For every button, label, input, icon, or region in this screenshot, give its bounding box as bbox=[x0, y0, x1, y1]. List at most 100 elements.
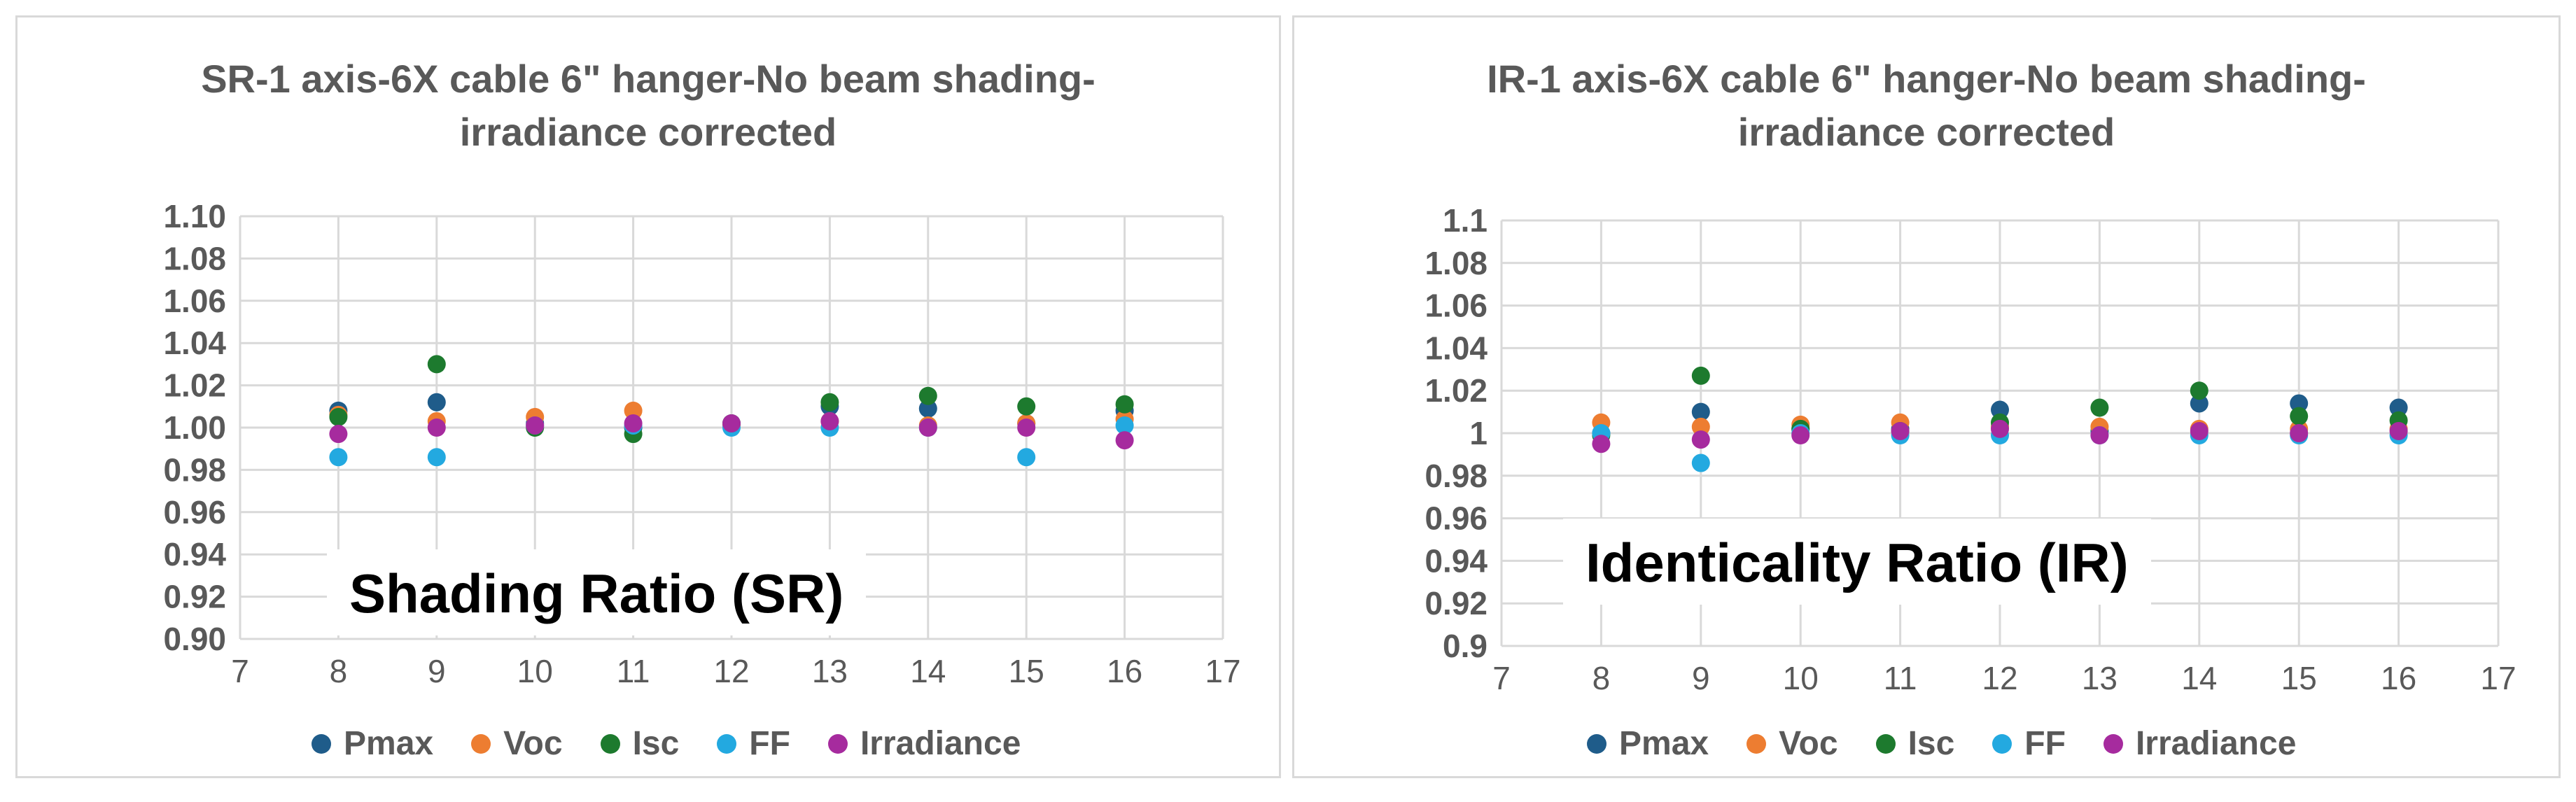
legend-label-pmax: Pmax bbox=[344, 725, 434, 762]
x-tick-label: 10 bbox=[1783, 660, 1819, 696]
x-tick-label: 14 bbox=[910, 653, 946, 689]
y-tick-label: 0.96 bbox=[163, 494, 226, 530]
y-tick-label: 0.96 bbox=[1424, 500, 1488, 537]
legend-item-irradiance: Irradiance bbox=[2103, 724, 2297, 763]
legend-item-voc: Voc bbox=[1746, 724, 1838, 763]
scatter-plot-ir: 7 8 9 10 11 12 13 14 15 16 17 0.9 0.92 0.94 0.96 0.98 1 1… bbox=[1424, 202, 2516, 696]
y-tick-label: 1.06 bbox=[163, 283, 226, 319]
data-point-isc bbox=[2290, 407, 2309, 425]
legend-label-isc: Isc bbox=[1907, 725, 1955, 762]
data-point-isc bbox=[427, 355, 446, 374]
data-point-irradiance bbox=[329, 425, 348, 444]
data-point-irradiance bbox=[1115, 431, 1134, 450]
x-tick-label: 7 bbox=[231, 653, 249, 689]
data-point-pmax bbox=[1991, 400, 2009, 419]
legend-label-voc: Voc bbox=[1779, 725, 1838, 762]
data-point-pmax bbox=[2290, 394, 2309, 413]
legend-label-irradiance: Irradiance bbox=[2135, 725, 2297, 762]
data-point-irradiance bbox=[1592, 435, 1611, 453]
chart-title: SR-1 axis-6X cable 6" hanger-No beam sha… bbox=[18, 52, 1279, 158]
y-tick-label: 1.1 bbox=[1443, 202, 1488, 239]
data-point-voc bbox=[1691, 417, 1710, 436]
x-tick-label: 15 bbox=[2281, 660, 2317, 696]
data-point-ff bbox=[1115, 416, 1134, 435]
x-tick-label: 14 bbox=[2181, 660, 2217, 696]
data-point-irradiance bbox=[2090, 426, 2109, 445]
y-tick-label: 0.92 bbox=[163, 579, 226, 615]
data-point-pmax bbox=[1691, 402, 1710, 421]
y-tick-label: 1.04 bbox=[1424, 330, 1488, 366]
data-point-pmax bbox=[918, 399, 937, 418]
legend-marker-pmax bbox=[1587, 733, 1606, 754]
data-point-irradiance bbox=[820, 411, 839, 430]
data-point-irradiance bbox=[526, 416, 545, 435]
legend-marker-isc bbox=[1875, 733, 1896, 754]
legend-item-voc: Voc bbox=[471, 724, 563, 763]
y-tick-label: 1.00 bbox=[163, 409, 226, 446]
y-tick-label: 0.9 bbox=[1443, 628, 1488, 664]
legend-label-voc: Voc bbox=[503, 725, 563, 762]
y-tick-label: 1.02 bbox=[163, 367, 226, 404]
legend-marker-voc bbox=[1746, 733, 1767, 754]
chart-title-line-1: IR-1 axis-6X cable 6" hanger-No beam sha… bbox=[1487, 57, 2366, 101]
chart-legend: Pmax Voc Isc FF Irradiance bbox=[312, 724, 1021, 763]
legend-marker-ff bbox=[717, 733, 737, 754]
x-tick-label: 10 bbox=[517, 653, 553, 689]
legend-item-ff: FF bbox=[717, 724, 790, 763]
y-tick-label: 1.08 bbox=[163, 240, 226, 276]
data-point-irradiance bbox=[1991, 419, 2009, 438]
chart-annotation: Identicality Ratio (IR) bbox=[1563, 519, 2151, 605]
chart-panel-ir: IR-1 axis-6X cable 6" hanger-No beam sha… bbox=[1292, 15, 2561, 778]
y-tick-label: 0.92 bbox=[1424, 585, 1488, 621]
x-tick-label: 8 bbox=[330, 653, 348, 689]
legend-marker-irradiance bbox=[827, 733, 848, 754]
data-point-ff bbox=[329, 448, 348, 467]
legend-marker-isc bbox=[600, 733, 620, 754]
legend-label-pmax: Pmax bbox=[1619, 725, 1709, 762]
data-point-irradiance bbox=[624, 414, 643, 432]
y-tick-label: 1.08 bbox=[1424, 245, 1488, 281]
data-point-isc bbox=[820, 393, 839, 411]
chart-panel-sr: SR-1 axis-6X cable 6" hanger-No beam sha… bbox=[15, 15, 1281, 778]
x-tick-label: 13 bbox=[2082, 660, 2118, 696]
x-tick-label: 13 bbox=[812, 653, 848, 689]
data-point-isc bbox=[2090, 398, 2109, 417]
data-point-irradiance bbox=[2190, 421, 2208, 440]
x-tick-label: 11 bbox=[617, 653, 650, 689]
data-point-ff bbox=[427, 448, 446, 467]
legend-label-isc: Isc bbox=[632, 725, 680, 762]
x-tick-label: 16 bbox=[1107, 653, 1142, 689]
data-point-pmax bbox=[2389, 398, 2408, 417]
legend-item-isc: Isc bbox=[1875, 724, 1955, 763]
x-tick-label: 17 bbox=[1205, 653, 1240, 689]
legend-marker-pmax bbox=[312, 733, 331, 754]
legend-item-irradiance: Irradiance bbox=[827, 724, 1021, 763]
y-tick-label: 0.94 bbox=[1424, 542, 1488, 579]
data-point-irradiance bbox=[722, 414, 741, 432]
x-tick-label: 8 bbox=[1592, 660, 1611, 696]
data-point-irradiance bbox=[1017, 418, 1036, 437]
data-point-isc bbox=[1691, 366, 1710, 385]
data-point-irradiance bbox=[427, 418, 446, 437]
chart-title: IR-1 axis-6X cable 6" hanger-No beam sha… bbox=[1294, 52, 2558, 158]
data-point-irradiance bbox=[2290, 424, 2309, 442]
data-point-isc bbox=[329, 407, 348, 426]
chart-title-line-1: SR-1 axis-6X cable 6" hanger-No beam sha… bbox=[201, 57, 1096, 101]
y-tick-label: 0.98 bbox=[1424, 458, 1488, 494]
data-point-isc bbox=[918, 386, 937, 405]
legend-item-pmax: Pmax bbox=[1587, 724, 1709, 763]
x-tick-label: 12 bbox=[713, 653, 749, 689]
data-point-isc bbox=[2190, 381, 2208, 400]
y-tick-label: 0.98 bbox=[163, 451, 226, 488]
x-tick-label: 16 bbox=[2381, 660, 2416, 696]
x-tick-label: 9 bbox=[1692, 660, 1710, 696]
legend-marker-voc bbox=[471, 733, 491, 754]
chart-title-line-2: irradiance corrected bbox=[459, 109, 837, 154]
scatter-plot-sr: 7 8 9 10 11 12 13 14 15 16 17 0.90 0.92 0.94 0.96 0.98 1… bbox=[163, 198, 1240, 689]
data-point-pmax bbox=[2190, 394, 2208, 413]
data-point-ff bbox=[1691, 453, 1710, 472]
data-point-pmax bbox=[427, 393, 446, 411]
data-point-irradiance bbox=[1891, 421, 1910, 440]
data-point-irradiance bbox=[2389, 421, 2408, 440]
legend-item-pmax: Pmax bbox=[312, 724, 433, 763]
